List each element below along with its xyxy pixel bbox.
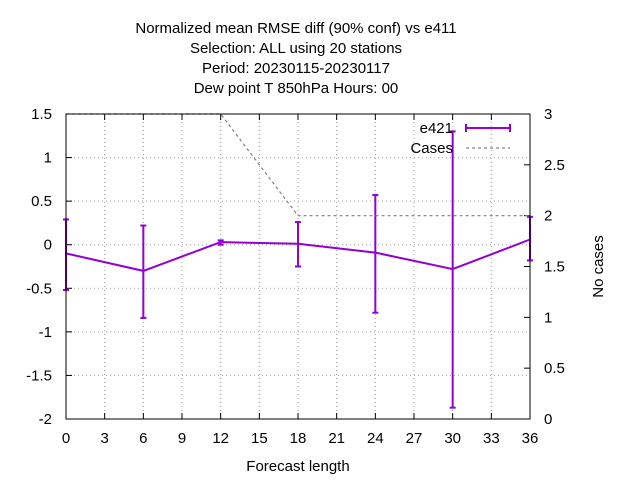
y2-tick-label: 1.5: [544, 259, 565, 276]
y2-tick-label: 3: [544, 106, 552, 123]
y-tick-label: -0.5: [26, 280, 52, 297]
y2-tick-label: 2: [544, 208, 552, 225]
y-tick-label: 0.5: [31, 193, 52, 210]
x-tick-label: 21: [328, 430, 345, 447]
legend: e421 Cases: [410, 120, 511, 157]
x-tick-label: 9: [178, 430, 186, 447]
y2-tick-label: 2.5: [544, 157, 565, 174]
chart-title: Normalized mean RMSE diff (90% conf) vs …: [135, 20, 456, 97]
title-line-1: Normalized mean RMSE diff (90% conf) vs …: [135, 20, 456, 37]
x-tick-label: 18: [290, 430, 307, 447]
plot-series: [63, 113, 533, 409]
y2-tick-label: 1: [544, 309, 552, 326]
x-tick-label: 33: [483, 430, 500, 447]
y2-tick-label: 0: [544, 411, 552, 428]
y-tick-label: 1.5: [31, 106, 52, 123]
tick-labels: 0 3 6 9 12 15 18 21 24 27 30 33 36-2-1.5-1-0.500.511…: [26, 106, 565, 447]
legend-label-cases: Cases: [410, 140, 453, 157]
x-tick-label: 12: [212, 430, 229, 447]
x-tick-label: 6: [139, 430, 147, 447]
y-tick-label: 1: [44, 150, 52, 167]
x-tick-label: 27: [406, 430, 423, 447]
y2-tick-label: 0.5: [544, 360, 565, 377]
x-tick-label: 15: [251, 430, 268, 447]
plot-frame: [65, 113, 531, 420]
x-tick-label: 36: [522, 430, 539, 447]
y-tick-label: -1: [39, 324, 52, 341]
title-line-2: Selection: ALL using 20 stations: [190, 40, 402, 57]
x-tick-label: 24: [367, 430, 384, 447]
legend-label-e421: e421: [420, 120, 453, 137]
x-axis-label: Forecast length: [246, 458, 349, 475]
series-line-cases: [66, 113, 530, 217]
x-tick-label: 30: [444, 430, 461, 447]
title-line-4: Dew point T 850hPa Hours: 00: [194, 80, 399, 97]
y2-axis-label: No cases: [590, 235, 607, 298]
y-tick-label: 0: [44, 237, 52, 254]
title-line-3: Period: 20230115-20230117: [202, 60, 390, 77]
x-tick-label: 3: [100, 430, 108, 447]
y-tick-label: -1.5: [26, 367, 52, 384]
x-tick-label: 0: [62, 430, 70, 447]
y-tick-label: -2: [39, 411, 52, 428]
